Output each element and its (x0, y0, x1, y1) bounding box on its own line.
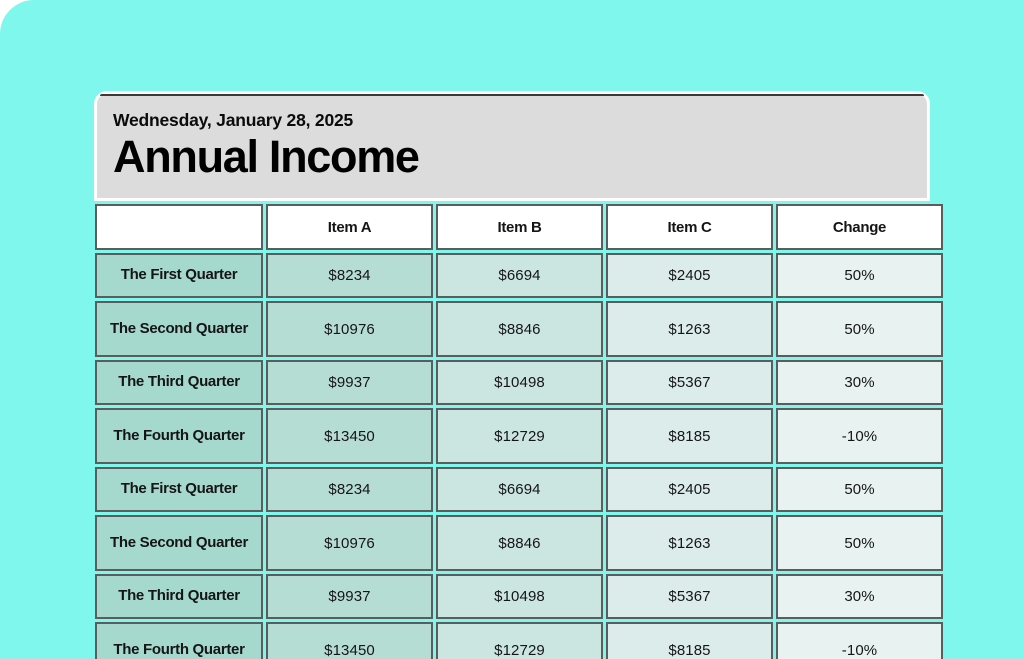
row-label-cell: The Third Quarter (95, 574, 263, 619)
row-label-cell: The Second Quarter (95, 515, 263, 571)
row-label-cell: The Third Quarter (95, 360, 263, 405)
cell-item-a: $8234 (266, 253, 433, 298)
header-date: Wednesday, January 28, 2025 (113, 110, 354, 130)
table-row: The Third Quarter $9937 $10498 $5367 30% (95, 574, 943, 619)
cell-item-c: $1263 (606, 515, 773, 571)
cell-change: -10% (776, 622, 943, 659)
cell-item-a: $13450 (266, 622, 433, 659)
page-title: Annual Income (113, 131, 420, 183)
cell-change: 50% (776, 253, 943, 298)
row-label-cell: The Fourth Quarter (95, 622, 263, 659)
cell-item-c: $1263 (606, 301, 773, 357)
table-row: The Second Quarter $10976 $8846 $1263 50% (95, 301, 943, 357)
row-label-cell: The Fourth Quarter (95, 408, 263, 464)
table-row: The First Quarter $8234 $6694 $2405 50% (95, 467, 943, 512)
table-row: The Fourth Quarter $13450 $12729 $8185 -10% (95, 622, 943, 659)
cell-item-c: $2405 (606, 253, 773, 298)
cell-item-a: $8234 (266, 467, 433, 512)
cell-item-a: $10976 (266, 301, 433, 357)
column-header-item-c: Item C (606, 204, 773, 250)
income-table: Item A Item B Item C Change The First Qu… (92, 201, 946, 659)
cell-item-c: $5367 (606, 360, 773, 405)
table-row: The Fourth Quarter $13450 $12729 $8185 -10% (95, 408, 943, 464)
table-row: The Second Quarter $10976 $8846 $1263 50% (95, 515, 943, 571)
column-header-item-a: Item A (266, 204, 433, 250)
cell-change: -10% (776, 408, 943, 464)
cell-item-b: $12729 (436, 622, 603, 659)
cell-item-c: $2405 (606, 467, 773, 512)
column-header-blank (95, 204, 263, 250)
cell-change: 50% (776, 515, 943, 571)
cell-item-b: $6694 (436, 467, 603, 512)
income-card: Wednesday, January 28, 2025 Annual Incom… (92, 91, 943, 659)
table-row: The First Quarter $8234 $6694 $2405 50% (95, 253, 943, 298)
table-header-row: Item A Item B Item C Change (95, 204, 943, 250)
row-label-cell: The First Quarter (95, 467, 263, 512)
cell-item-b: $10498 (436, 360, 603, 405)
cell-change: 30% (776, 574, 943, 619)
cell-item-b: $6694 (436, 253, 603, 298)
cell-item-c: $5367 (606, 574, 773, 619)
card-header: Wednesday, January 28, 2025 Annual Incom… (94, 91, 930, 201)
table-row: The Third Quarter $9937 $10498 $5367 30% (95, 360, 943, 405)
table-header: Item A Item B Item C Change (95, 204, 943, 250)
row-label-cell: The Second Quarter (95, 301, 263, 357)
cell-item-b: $8846 (436, 515, 603, 571)
cell-item-c: $8185 (606, 408, 773, 464)
cell-item-a: $9937 (266, 574, 433, 619)
table-body: The First Quarter $8234 $6694 $2405 50% The S… (95, 253, 943, 659)
row-label-cell: The First Quarter (95, 253, 263, 298)
cell-change: 50% (776, 467, 943, 512)
cell-item-a: $13450 (266, 408, 433, 464)
cell-change: 50% (776, 301, 943, 357)
column-header-item-b: Item B (436, 204, 603, 250)
cell-change: 30% (776, 360, 943, 405)
cell-item-b: $10498 (436, 574, 603, 619)
column-header-change: Change (776, 204, 943, 250)
cell-item-a: $9937 (266, 360, 433, 405)
cell-item-b: $8846 (436, 301, 603, 357)
cell-item-a: $10976 (266, 515, 433, 571)
cell-item-b: $12729 (436, 408, 603, 464)
cell-item-c: $8185 (606, 622, 773, 659)
